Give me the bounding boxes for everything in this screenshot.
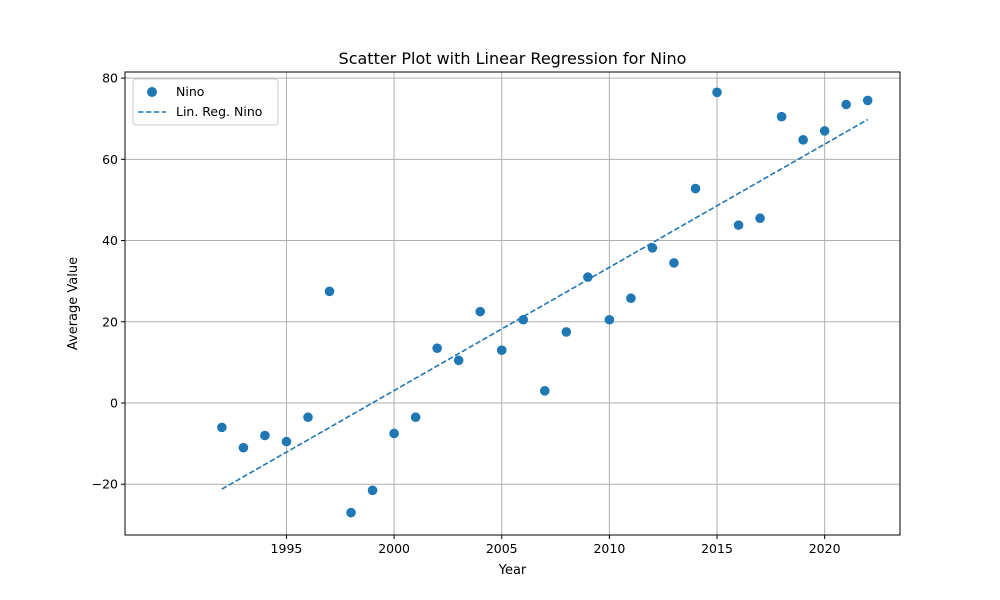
scatter-point [539,386,550,396]
scatter-point [712,87,722,98]
x-tick-label: 2005 [486,541,518,556]
scatter-point [647,243,658,253]
scatter-point [367,485,378,496]
x-axis-ticks: 1995 2000 2005 2010 2015 2020 [271,535,841,556]
x-axis-label: Year [498,563,527,578]
y-tick-label: 20 [102,314,118,329]
scatter-point [626,293,636,304]
scatter-point [819,126,830,136]
scatter-point [346,507,356,518]
legend-label-nino: Nino [176,84,204,99]
y-tick-label: −20 [92,477,118,492]
regression-layer [221,118,869,490]
scatter-point [604,314,615,325]
y-axis-label: Average Value [66,257,81,350]
legend-box [132,78,279,126]
y-tick-label: 60 [102,152,118,167]
scatter-point [496,345,507,356]
scatter-point [518,314,529,325]
scatter-point [776,111,787,122]
scatter-point [410,412,421,423]
scatter-point [453,355,464,366]
chart-title: Scatter Plot with Linear Regression for … [339,49,687,68]
scatter-point [561,327,572,337]
scatter-point [324,286,335,297]
y-tick-label: 40 [102,233,118,248]
x-tick-label: 2015 [701,541,733,556]
scatter-point [432,343,442,353]
y-tick-label: 80 [102,71,118,86]
scatter-point [389,428,399,439]
regression-line [221,118,869,490]
scatter-point [862,95,873,106]
scatter-point [475,306,486,317]
x-tick-label: 1995 [271,541,303,556]
scatter-point [690,183,701,194]
scatter-point [733,220,744,230]
scatter-point [303,412,313,423]
scatter-point [260,430,270,441]
scatter-points [217,87,873,518]
y-tick-label: 0 [110,396,118,411]
legend: Nino Lin. Reg. Nino [132,78,279,126]
scatter-point [841,99,851,110]
x-tick-label: 2020 [809,541,841,556]
x-tick-label: 2000 [378,541,410,556]
scatter-point [755,213,765,224]
legend-label-regression: Lin. Reg. Nino [176,104,262,119]
scatter-point [669,258,679,268]
scatter-point [238,442,249,453]
scatter-point [281,436,292,447]
x-tick-label: 2010 [593,541,625,556]
legend-marker-nino [147,87,157,97]
grid [125,72,900,535]
y-axis-ticks: −20 0 20 40 60 80 [92,71,125,492]
plot-frame [124,71,901,536]
scatter-point [583,272,593,282]
scatter-point [217,422,227,433]
scatter-point [798,135,808,145]
